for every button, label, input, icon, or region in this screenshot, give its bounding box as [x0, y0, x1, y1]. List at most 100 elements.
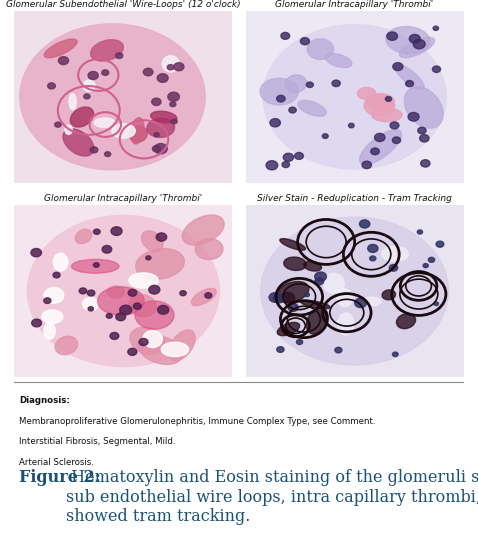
Circle shape — [44, 298, 51, 304]
Circle shape — [277, 95, 285, 102]
Circle shape — [269, 293, 281, 302]
Circle shape — [434, 302, 438, 306]
Circle shape — [167, 65, 174, 70]
Ellipse shape — [337, 289, 352, 306]
Ellipse shape — [70, 107, 94, 127]
Circle shape — [90, 147, 98, 153]
Circle shape — [105, 152, 111, 156]
Circle shape — [362, 161, 371, 168]
Ellipse shape — [404, 87, 443, 128]
Circle shape — [263, 25, 446, 169]
Circle shape — [58, 56, 68, 65]
Circle shape — [270, 119, 281, 127]
Ellipse shape — [364, 95, 395, 116]
Circle shape — [146, 256, 151, 260]
Ellipse shape — [282, 292, 294, 303]
Circle shape — [375, 133, 385, 142]
Ellipse shape — [138, 335, 183, 364]
Circle shape — [421, 160, 430, 167]
Circle shape — [154, 143, 167, 154]
Ellipse shape — [147, 118, 174, 137]
Title: Glomerular Subendothelial 'Wire-Loops' (12 o'clock): Glomerular Subendothelial 'Wire-Loops' (… — [6, 0, 241, 9]
Circle shape — [332, 80, 340, 86]
Circle shape — [296, 340, 303, 345]
Circle shape — [93, 229, 100, 234]
Circle shape — [261, 217, 448, 365]
Ellipse shape — [63, 129, 94, 156]
Ellipse shape — [44, 39, 77, 58]
Circle shape — [420, 135, 429, 142]
Ellipse shape — [260, 78, 298, 105]
Ellipse shape — [372, 108, 402, 122]
Ellipse shape — [94, 118, 115, 127]
Circle shape — [406, 80, 413, 87]
Circle shape — [359, 220, 370, 228]
Circle shape — [417, 230, 423, 234]
Ellipse shape — [53, 253, 68, 271]
Text: Diagnosis:: Diagnosis: — [19, 396, 70, 405]
Ellipse shape — [284, 257, 306, 270]
Circle shape — [143, 68, 153, 76]
Circle shape — [106, 313, 112, 318]
Circle shape — [53, 272, 60, 278]
Text: Interstitial Fibrosis, Segmental, Mild.: Interstitial Fibrosis, Segmental, Mild. — [19, 438, 175, 446]
Ellipse shape — [161, 342, 189, 357]
Ellipse shape — [129, 273, 158, 288]
Circle shape — [387, 32, 398, 40]
Circle shape — [348, 123, 354, 128]
Circle shape — [409, 34, 420, 43]
Circle shape — [149, 286, 160, 294]
Circle shape — [315, 272, 326, 281]
Ellipse shape — [306, 308, 328, 334]
Ellipse shape — [396, 313, 415, 329]
Circle shape — [156, 233, 167, 241]
Text: Hematoxylin and Eosin staining of the glomeruli showed
sub endothelial wire loop: Hematoxylin and Eosin staining of the gl… — [66, 469, 478, 526]
Circle shape — [79, 288, 87, 294]
Ellipse shape — [42, 310, 63, 323]
Circle shape — [205, 293, 212, 298]
Ellipse shape — [136, 248, 185, 279]
Circle shape — [174, 63, 184, 71]
Ellipse shape — [151, 111, 177, 123]
Circle shape — [335, 347, 342, 353]
Circle shape — [168, 92, 179, 101]
Ellipse shape — [141, 231, 163, 252]
Circle shape — [170, 102, 176, 107]
Ellipse shape — [83, 80, 95, 91]
Ellipse shape — [107, 286, 124, 298]
Title: Silver Stain - Reduplication - Tram Tracking: Silver Stain - Reduplication - Tram Trac… — [257, 194, 452, 203]
Circle shape — [408, 113, 419, 121]
Ellipse shape — [395, 65, 424, 90]
Ellipse shape — [280, 238, 305, 250]
Ellipse shape — [72, 259, 119, 273]
Circle shape — [390, 122, 399, 129]
Ellipse shape — [27, 216, 219, 366]
Ellipse shape — [358, 88, 376, 100]
Ellipse shape — [307, 39, 334, 60]
Circle shape — [281, 32, 290, 39]
Circle shape — [433, 66, 441, 72]
Ellipse shape — [182, 215, 224, 245]
Ellipse shape — [386, 26, 430, 54]
Circle shape — [139, 339, 148, 346]
Ellipse shape — [382, 290, 395, 300]
Circle shape — [283, 153, 293, 161]
Ellipse shape — [168, 330, 195, 361]
Ellipse shape — [90, 40, 123, 61]
Circle shape — [88, 307, 94, 311]
Circle shape — [32, 319, 42, 327]
Ellipse shape — [323, 274, 344, 293]
Circle shape — [48, 83, 55, 89]
Circle shape — [273, 294, 284, 303]
Circle shape — [289, 107, 296, 113]
Circle shape — [116, 53, 123, 59]
Circle shape — [389, 265, 398, 271]
Ellipse shape — [359, 130, 402, 165]
Circle shape — [306, 82, 313, 88]
Circle shape — [154, 133, 159, 137]
Circle shape — [110, 333, 119, 339]
Ellipse shape — [44, 288, 64, 303]
Circle shape — [54, 122, 61, 127]
Circle shape — [300, 38, 309, 45]
Text: Membranoproliferative Glomerulonephritis, Immune Complex Type, see Comment.: Membranoproliferative Glomerulonephritis… — [19, 417, 375, 426]
